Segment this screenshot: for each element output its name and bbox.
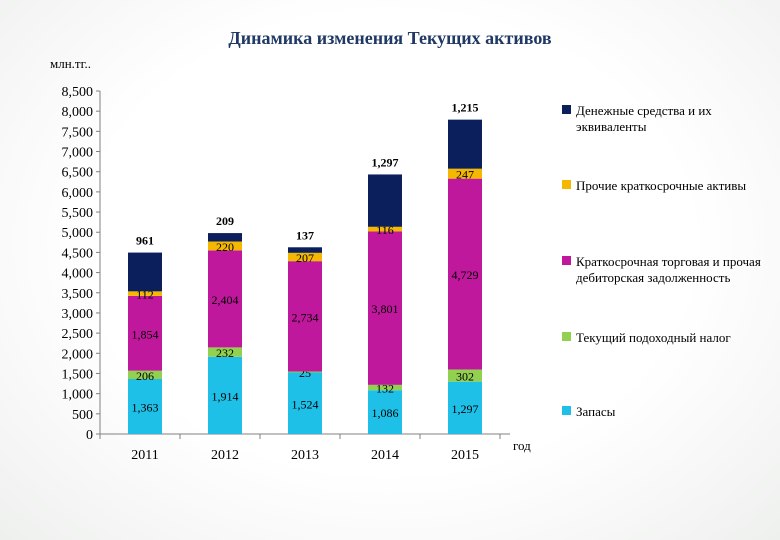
bar-segment [448,369,482,382]
bar-segment [128,370,162,379]
bar-segment [368,174,402,227]
bar-segment [368,231,402,385]
y-tick-label: 6,500 [62,166,94,181]
bar-value-label: 2,734 [292,310,319,324]
legend-swatch [562,256,571,265]
bar-segment [208,250,242,348]
bar-segment [368,226,402,232]
legend-label: Денежные средства и их эквиваленты [576,103,712,134]
y-tick-label: 3,000 [62,307,94,322]
y-tick-label: 1,500 [62,367,94,382]
x-tick-label: 2014 [371,448,399,463]
bar-value-label: 220 [216,240,234,254]
bar-segment [128,295,162,371]
bar-segment [208,356,242,434]
bar-value-label: 207 [296,251,314,265]
y-tick-label: 4,000 [62,267,94,282]
x-tick-label: 2012 [211,448,239,463]
bar-segment [288,252,322,262]
bar-value-label: 1,524 [292,397,319,411]
bar-segment [128,291,162,296]
legend-label: Прочие краткосрочные активы [576,178,747,193]
y-tick-label: 2,000 [62,347,94,362]
bar-segment [368,390,402,434]
x-tick-label: 2015 [451,448,479,463]
y-tick-label: 500 [72,408,93,423]
bar-segment [448,119,482,169]
y-tick-label: 8,000 [62,105,94,120]
bar-value-label: 1,854 [132,327,159,341]
bar-value-label: 961 [136,234,154,248]
bar-segment [288,247,322,253]
bar-value-label: 137 [296,228,314,242]
bar-value-label: 302 [456,370,474,384]
y-tick-label: 3,500 [62,287,94,302]
y-tick-label: 7,500 [62,125,94,140]
bar-value-label: 3,801 [372,302,399,316]
y-tick-label: 1,000 [62,388,94,403]
bar-segment [128,378,162,434]
x-axis-label: год [513,438,531,453]
y-tick-label: 8,500 [62,85,94,100]
y-tick-label: 5,000 [62,226,94,241]
bar-value-label: 209 [216,214,234,228]
bar-value-label: 4,729 [452,268,479,282]
legend-label: Краткосрочная торговая и прочая дебиторс… [576,254,761,285]
bar-segment [208,241,242,251]
bar-value-label: 247 [456,168,474,182]
bar-segment [448,381,482,434]
legend-swatch [562,180,571,189]
legend-label: Текущий подоходный налог [576,330,731,345]
bar-segment [288,371,322,373]
bar-segment [448,168,482,179]
y-tick-label: 6,000 [62,186,94,201]
y-tick-label: 2,500 [62,327,94,342]
bar-value-label: 1,297 [452,402,479,416]
legend-swatch [562,332,571,341]
bar-value-label: 1,215 [452,101,479,115]
bar-segment [208,347,242,357]
y-tick-label: 4,500 [62,246,94,261]
x-tick-label: 2013 [291,448,319,463]
bar-segment [208,233,242,242]
bar-value-label: 1,086 [372,406,399,420]
bar-segment [288,372,322,434]
bar-segment [288,261,322,372]
y-tick-label: 7,000 [62,146,94,161]
x-tick-label: 2011 [131,448,158,463]
chart-title: Динамика изменения Текущих активов [228,28,552,48]
bar-value-label: 206 [136,369,154,383]
bar-value-label: 2,404 [212,293,239,307]
y-tick-label: 0 [86,428,93,443]
bar-value-label: 1,363 [132,400,159,414]
bar-segment [128,252,162,292]
legend-swatch [562,406,571,415]
bar-value-label: 1,914 [212,389,239,403]
bar-segment [368,384,402,391]
bar-segment [448,178,482,370]
y-axis-unit-label: млн.тг.. [50,56,91,71]
bar-value-label: 132 [376,382,394,396]
legend-swatch [562,105,571,114]
y-tick-label: 5,500 [62,206,94,221]
bar-value-label: 232 [216,346,234,360]
legend-label: Запасы [576,404,616,419]
bar-value-label: 1,297 [372,155,399,169]
